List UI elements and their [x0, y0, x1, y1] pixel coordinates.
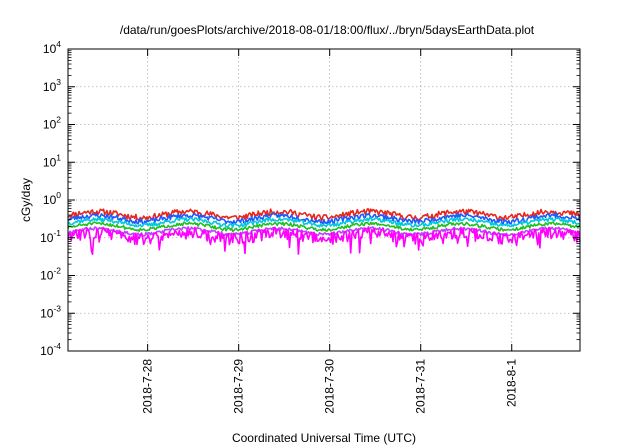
series-line	[67, 208, 581, 222]
x-tick-label: 2018-7-31	[414, 359, 428, 414]
y-tick-label: 101	[43, 152, 61, 169]
y-tick-label: 10-4	[40, 341, 61, 358]
x-tick-label: 2018-8-1	[505, 359, 519, 407]
series-layer	[67, 208, 581, 255]
grid	[68, 49, 580, 351]
y-tick-label: 10-2	[40, 266, 61, 283]
y-tick-label: 10-1	[40, 228, 61, 245]
x-tick-label: 2018-7-29	[232, 359, 246, 414]
x-axis: 2018-7-28 2018-7-29 2018-7-30 2018-7-31 2018…	[141, 49, 519, 414]
x-tick-label: 2018-7-30	[323, 359, 337, 414]
x-tick-label: 2018-7-28	[141, 359, 155, 414]
y-tick-label: 100	[43, 190, 61, 207]
y-tick-label: 10-3	[40, 303, 61, 320]
y-tick-label: 102	[43, 115, 61, 132]
y-axis-label: cGy/day	[19, 178, 33, 222]
x-axis-label: Coordinated Universal Time (UTC)	[232, 431, 416, 445]
series-line	[67, 216, 581, 228]
series-line	[67, 221, 580, 233]
y-tick-label: 104	[43, 39, 61, 56]
series-line	[67, 226, 581, 255]
y-axis: 10-4 10-3 10-2 10-1 100 101 102 103 104	[40, 39, 580, 358]
y-tick-label: 103	[43, 77, 61, 94]
series-line	[67, 212, 581, 225]
chart-title: /data/run/goesPlots/archive/2018-08-01/1…	[120, 23, 535, 37]
